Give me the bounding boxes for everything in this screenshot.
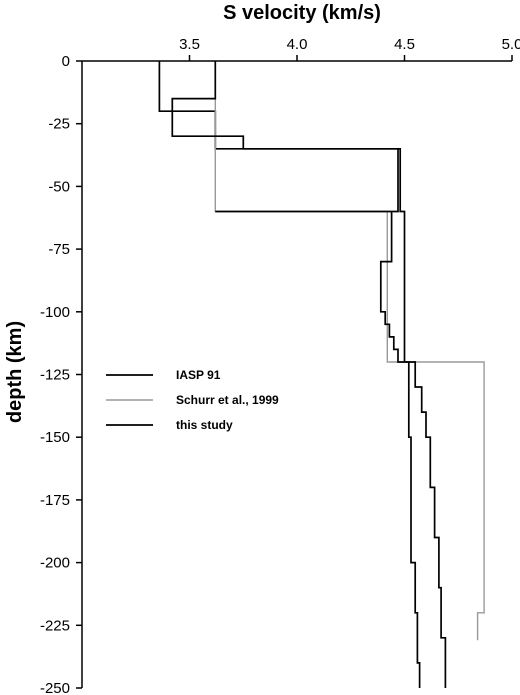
x-tick-label: 4.0 [287,36,308,53]
series-line-3 [171,61,447,688]
y-tick-label: 0 [62,53,70,70]
y-tick-label: -125 [40,367,70,384]
x-axis-title: S velocity (km/s) [223,2,381,24]
y-axis-title: depth (km) [4,321,26,423]
y-tick-label: -25 [48,116,70,133]
legend-label: IASP 91 [176,368,221,382]
y-tick-label: -250 [40,680,70,695]
y-tick-label: -175 [40,492,70,509]
legend-label: Schurr et al., 1999 [176,393,279,407]
x-tick-label: 5.0 [502,36,520,53]
y-tick-label: -100 [40,304,70,321]
legend-label: this study [176,418,233,432]
y-tick-label: -75 [48,241,70,258]
y-tick-label: -150 [40,429,70,446]
y-tick-label: -200 [40,555,70,572]
plot-area [158,61,485,688]
x-tick-label: 4.5 [394,36,415,53]
axes: 3.5 4.0 4.5 5.0 0 -25 -50 -75 -100 -125 -150 -175 -2… [40,36,520,695]
y-tick-label: -225 [40,617,70,634]
legend: IASP 91 Schurr et al., 1999 this study [106,368,279,432]
series-line-2 [214,61,485,641]
y-tick-label: -50 [48,178,70,195]
x-tick-label: 3.5 [179,36,200,53]
